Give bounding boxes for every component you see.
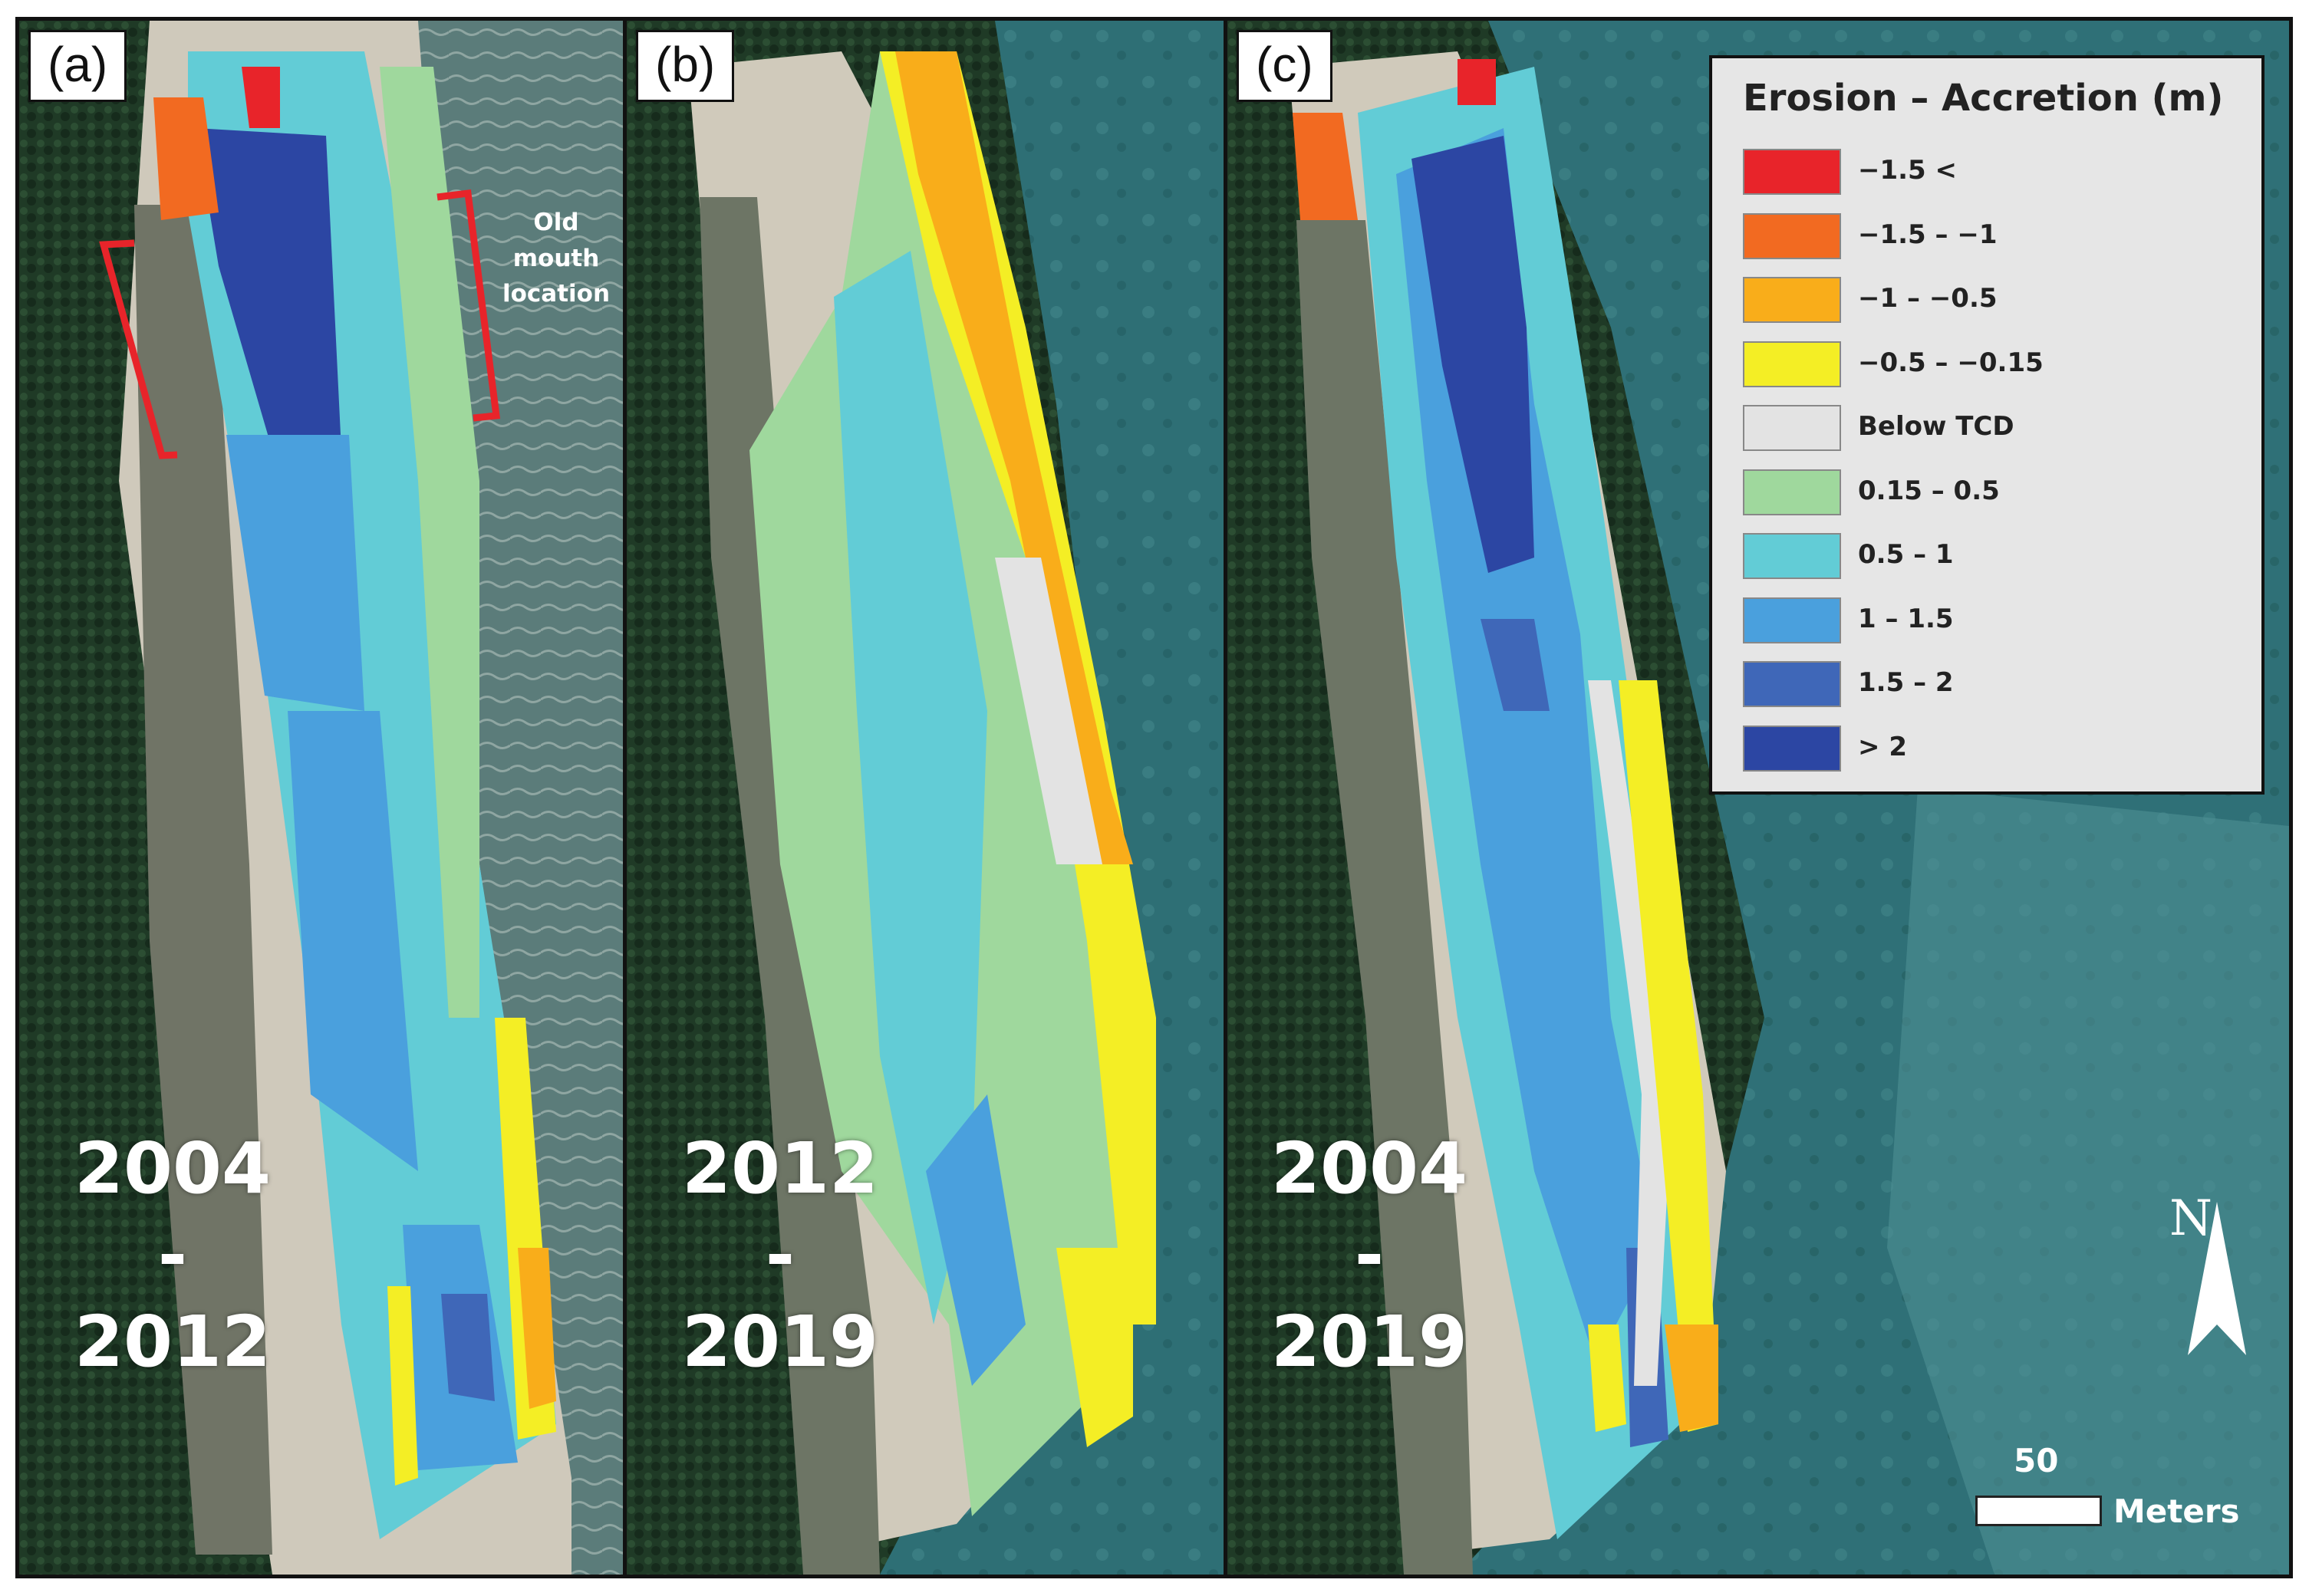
- period-start-b: 2012: [681, 1127, 879, 1209]
- bracket-right: [436, 189, 501, 422]
- period-start-a: 2004: [74, 1127, 272, 1209]
- period-dash-a: -: [157, 1214, 188, 1297]
- period-end-a: 2012: [74, 1301, 272, 1384]
- legend-label: 1 – 1.5: [1858, 603, 1954, 634]
- legend-label: −1.5 – −1: [1858, 219, 1998, 250]
- legend-item: −1.5 <: [1743, 149, 2234, 198]
- legend-swatch: [1743, 277, 1841, 323]
- north-arrow-icon: [2188, 1202, 2246, 1355]
- period-label-c: 2004 - 2019: [1227, 1125, 1511, 1385]
- map-image-b: [627, 21, 1224, 1575]
- legend-swatch: [1743, 212, 1841, 259]
- legend-swatch: [1743, 149, 1841, 195]
- legend-title: Erosion – Accretion (m): [1743, 77, 2224, 120]
- legend-label: 0.5 – 1: [1858, 539, 1954, 570]
- map-image-a: [19, 21, 623, 1575]
- period-end-c: 2019: [1270, 1301, 1468, 1384]
- scale-value: 50: [2014, 1442, 2059, 1479]
- old-mouth-line-2: mouth: [512, 244, 600, 272]
- period-dash-c: -: [1354, 1214, 1385, 1297]
- legend-item: −1.5 – −1: [1743, 212, 2234, 262]
- legend-label: Below TCD: [1858, 411, 2014, 442]
- legend-item: −0.5 – −0.15: [1743, 341, 2234, 390]
- legend-swatch: [1743, 341, 1841, 387]
- legend-item: 0.5 – 1: [1743, 533, 2234, 582]
- legend-label: −1.5 <: [1858, 155, 1958, 186]
- scale-unit: Meters: [2113, 1492, 2240, 1530]
- period-dash-b: -: [765, 1214, 795, 1297]
- map-panel-a: (a) Old mouth location 2004 - 2012: [15, 17, 627, 1578]
- panel-label-a: (a): [28, 30, 127, 102]
- panel-label-b: (b): [636, 30, 735, 102]
- old-mouth-line-3: location: [502, 280, 611, 308]
- legend-label: −0.5 – −0.15: [1858, 347, 2044, 378]
- legend-swatch: [1743, 469, 1841, 515]
- legend-swatch: [1743, 405, 1841, 451]
- legend-item: Below TCD: [1743, 405, 2234, 454]
- legend-label: > 2: [1858, 731, 1907, 762]
- legend-swatch: [1743, 661, 1841, 707]
- bracket-left: [99, 239, 178, 459]
- period-label-b: 2012 - 2019: [638, 1125, 922, 1385]
- legend: Erosion – Accretion (m) −1.5 < −1.5 – −1 −…: [1709, 55, 2265, 795]
- legend-label: −1 – −0.5: [1858, 283, 1998, 314]
- legend-item: −1 – −0.5: [1743, 277, 2234, 326]
- period-end-b: 2019: [681, 1301, 879, 1384]
- scale-bar: [1975, 1496, 2102, 1526]
- legend-item: 0.15 – 0.5: [1743, 469, 2234, 518]
- legend-swatch: [1743, 725, 1841, 772]
- old-mouth-line-1: Old: [533, 209, 579, 236]
- period-start-c: 2004: [1270, 1127, 1468, 1209]
- legend-swatch: [1743, 597, 1841, 643]
- period-label-a: 2004 - 2012: [31, 1125, 315, 1385]
- old-mouth-annotation: Old mouth location: [479, 205, 623, 312]
- legend-item: > 2: [1743, 725, 2234, 775]
- north-label: N: [2169, 1190, 2212, 1247]
- map-panel-b: (b) 2012 - 2019: [623, 17, 1227, 1578]
- legend-label: 0.15 – 0.5: [1858, 475, 2000, 506]
- legend-label: 1.5 – 2: [1858, 667, 1954, 698]
- panel-label-c: (c): [1237, 30, 1332, 102]
- legend-item: 1 – 1.5: [1743, 597, 2234, 647]
- legend-swatch: [1743, 533, 1841, 579]
- legend-item: 1.5 – 2: [1743, 661, 2234, 710]
